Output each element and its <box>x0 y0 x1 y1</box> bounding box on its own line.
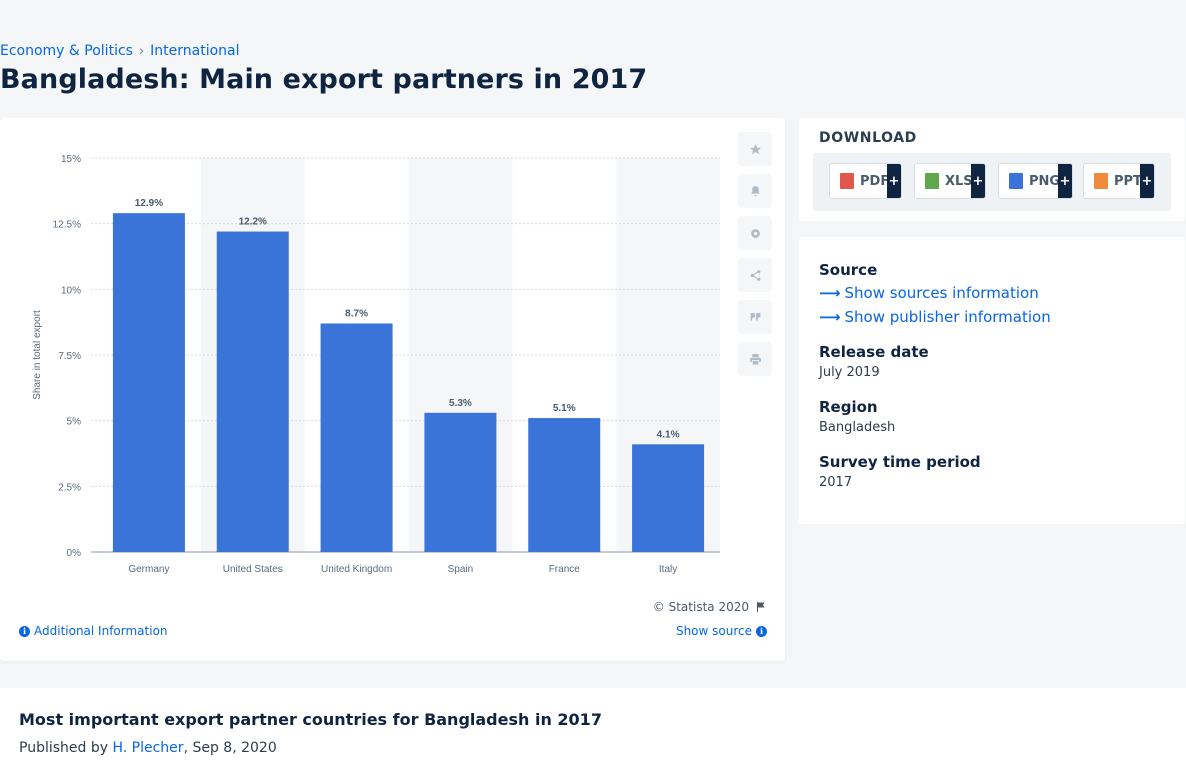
show-sources-link[interactable]: ⟶ Show sources information <box>819 284 1039 302</box>
breadcrumb-item-economy[interactable]: Economy & Politics <box>0 43 133 59</box>
data-label: 4.1% <box>657 429 680 440</box>
bar <box>424 412 497 552</box>
bar <box>112 213 185 552</box>
data-label: 5.3% <box>449 398 472 409</box>
plus-icon: + <box>1058 164 1072 198</box>
release-date-label: Release date <box>819 343 929 361</box>
region-value: Bangladesh <box>819 420 896 435</box>
top-bar <box>0 0 1186 36</box>
x-tick-label: Italy <box>659 564 677 575</box>
quote-icon <box>750 312 760 321</box>
info-icon: i <box>756 625 767 637</box>
x-tick-label: United States <box>223 564 283 575</box>
show-source-label: Show source <box>675 624 752 638</box>
y-axis-label: Share in total export <box>32 310 43 400</box>
download-png-label: PNG <box>1029 173 1061 189</box>
share-icon <box>750 269 760 281</box>
article-section: Most important export partner countries … <box>0 688 1186 760</box>
info-icon: i <box>19 625 30 637</box>
article-title: Most important export partner countries … <box>19 710 602 729</box>
page-title: Bangladesh: Main export partners in 2017 <box>0 64 648 95</box>
plus-icon: + <box>1140 164 1154 198</box>
y-tick-label: 12.5% <box>53 220 81 231</box>
chart-copyright: © Statista 2020 <box>653 600 767 614</box>
x-tick-label: United Kingdom <box>321 564 392 575</box>
download-panel: DOWNLOAD PDF + XLS + PNG + PPT + <box>799 118 1185 221</box>
show-sources-label: Show sources information <box>844 284 1039 302</box>
print-button[interactable] <box>738 342 772 376</box>
show-source-link[interactable]: Show source i <box>676 624 767 638</box>
y-tick-label: 7.5% <box>58 351 81 362</box>
xls-file-icon <box>925 173 939 189</box>
gear-icon <box>750 228 760 238</box>
print-icon <box>749 353 761 365</box>
download-png-button[interactable]: PNG + <box>998 163 1073 199</box>
data-label: 12.2% <box>239 217 267 228</box>
y-tick-label: 10% <box>61 285 81 296</box>
show-publisher-link[interactable]: ⟶ Show publisher information <box>819 308 1051 326</box>
bar-chart: 0% 2.5% 5% 7.5% 10% 12.5% 15% Share in total ex… <box>32 154 720 575</box>
flag-icon[interactable] <box>755 601 767 613</box>
y-tick-label: 2.5% <box>58 482 81 493</box>
region-label: Region <box>819 398 878 416</box>
y-tick-label: 0% <box>67 548 82 559</box>
chart-toolbar <box>738 132 772 384</box>
bar <box>632 444 705 552</box>
star-icon <box>749 143 761 154</box>
cite-button[interactable] <box>738 300 772 334</box>
pdf-file-icon <box>840 173 854 189</box>
source-label: Source <box>819 261 878 279</box>
download-ppt-label: PPT <box>1114 173 1142 189</box>
settings-button[interactable] <box>738 216 772 250</box>
published-date: , Sep 8, 2020 <box>183 740 277 756</box>
show-publisher-label: Show publisher information <box>844 308 1051 326</box>
statistic-info-panel: Source ⟶ Show sources information ⟶ Show… <box>799 237 1185 524</box>
bar <box>528 418 601 552</box>
download-buttons: PDF + XLS + PNG + PPT + <box>813 153 1171 211</box>
x-tick-label: Germany <box>128 564 169 575</box>
bell-icon <box>750 185 760 196</box>
download-ppt-button[interactable]: PPT + <box>1083 163 1155 199</box>
survey-period-value: 2017 <box>819 475 853 490</box>
share-button[interactable] <box>738 258 772 292</box>
data-label: 12.9% <box>135 198 163 209</box>
breadcrumb-separator: › <box>138 43 145 59</box>
bar <box>320 323 393 552</box>
plus-icon: + <box>887 164 901 198</box>
ppt-file-icon <box>1094 173 1108 189</box>
additional-information-label: Additional Information <box>34 624 168 638</box>
published-line: Published by H. Plecher, Sep 8, 2020 <box>19 740 277 756</box>
author-link[interactable]: H. Plecher <box>112 740 184 756</box>
x-tick-label: Spain <box>448 564 474 575</box>
y-tick-label: 5% <box>67 417 82 428</box>
favorite-button[interactable] <box>738 132 772 166</box>
published-prefix: Published by <box>19 740 109 756</box>
bar <box>216 231 289 552</box>
download-xls-label: XLS <box>945 173 973 189</box>
copyright-text: © Statista 2020 <box>652 600 749 614</box>
data-label: 5.1% <box>553 403 576 414</box>
download-title: DOWNLOAD <box>819 130 917 146</box>
chart-card: 0% 2.5% 5% 7.5% 10% 12.5% 15% Share in total ex… <box>0 118 785 661</box>
y-tick-label: 15% <box>61 154 81 165</box>
x-tick-label: France <box>549 564 581 575</box>
breadcrumb-item-international[interactable]: International <box>150 43 240 59</box>
notification-button[interactable] <box>738 174 772 208</box>
data-label: 8.7% <box>345 308 368 319</box>
survey-period-label: Survey time period <box>819 453 981 471</box>
plus-icon: + <box>971 164 985 198</box>
download-xls-button[interactable]: XLS + <box>914 163 986 199</box>
arrow-right-icon: ⟶ <box>819 308 841 326</box>
breadcrumb: Economy & Politics › International <box>0 43 240 59</box>
download-pdf-button[interactable]: PDF + <box>829 163 902 199</box>
additional-information-link[interactable]: i Additional Information <box>19 624 168 638</box>
download-pdf-label: PDF <box>860 173 890 189</box>
arrow-right-icon: ⟶ <box>819 284 841 302</box>
release-date-value: July 2019 <box>819 365 880 380</box>
png-file-icon <box>1009 173 1023 189</box>
